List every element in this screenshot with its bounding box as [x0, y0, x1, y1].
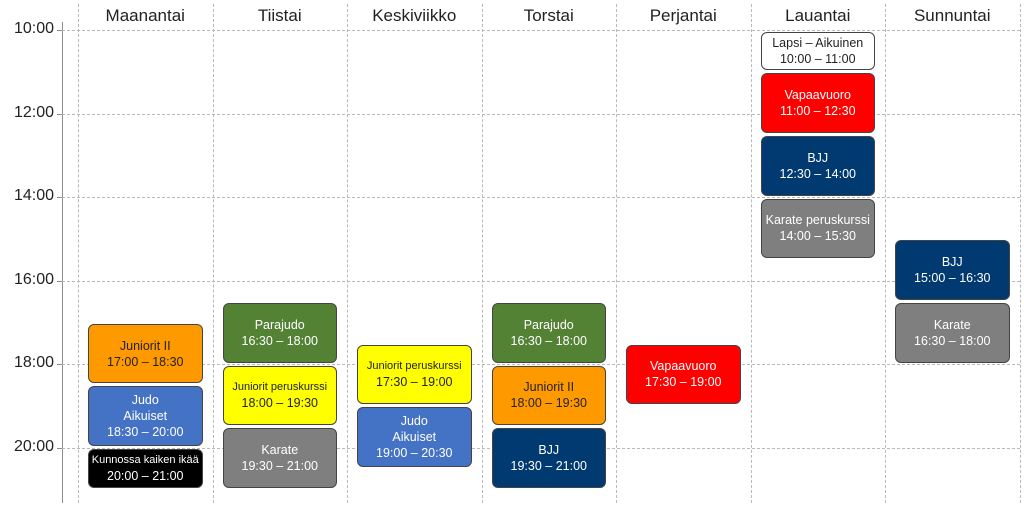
day-header: Tiistai — [257, 6, 302, 25]
event-block[interactable]: Lapsi – Aikuinen 10:00 – 11:00 — [760, 31, 875, 71]
event-block[interactable]: BJJ 12:30 – 14:00 — [760, 135, 875, 196]
event-title: Juniorit peruskurssi — [366, 360, 462, 373]
gridline — [62, 113, 1020, 115]
event-time: 19:30 – 21:00 — [241, 458, 318, 473]
event-title: Karate — [933, 317, 971, 332]
event-block[interactable]: Judo Aikuiset 19:00 – 20:30 — [357, 407, 472, 467]
day-header: Maanantai — [105, 6, 185, 25]
event-time: 11:00 – 12:30 — [779, 104, 856, 119]
event-title: BJJ — [538, 442, 560, 457]
time-label: 10:00 — [13, 20, 54, 37]
event-time: 14:00 – 15:30 — [779, 229, 856, 244]
time-label: 16:00 — [13, 270, 54, 288]
day-header: Lauantai — [785, 6, 851, 25]
event-time: 19:30 – 21:00 — [510, 458, 587, 473]
event-block[interactable]: Juniorit II 18:00 – 19:30 — [491, 365, 606, 426]
event-title: Parajudo — [523, 317, 574, 332]
event-block[interactable]: Judo Aikuiset 18:30 – 20:00 — [88, 386, 203, 446]
event-title: Juniorit II — [523, 380, 575, 395]
event-time: 20:00 – 21:00 — [107, 469, 184, 484]
event-time: 16:30 – 18:00 — [510, 333, 587, 348]
event-title: Karate — [261, 442, 299, 457]
event-block[interactable]: Juniorit II 17:00 – 18:30 — [88, 323, 203, 384]
event-title: Parajudo — [254, 317, 305, 332]
event-block[interactable]: Kunnossa kaiken ikää 20:00 – 21:00 — [88, 449, 203, 488]
day-header: Torstai — [523, 6, 574, 25]
event-title: Kunnossa kaiken ikää — [91, 454, 199, 467]
event-block[interactable]: Karate 16:30 – 18:00 — [895, 302, 1010, 363]
event-time: 17:00 – 18:30 — [107, 354, 184, 369]
time-label: 14:00 — [13, 187, 54, 204]
column-separator — [1019, 4, 1021, 503]
event-title: Lapsi – Aikuinen — [772, 35, 864, 50]
event-title: Vapaavuoro — [784, 88, 852, 103]
event-time: 19:00 – 20:30 — [376, 446, 453, 461]
event-block[interactable]: BJJ 15:00 – 16:30 — [895, 240, 1010, 300]
event-time: 17:30 – 19:00 — [645, 375, 722, 390]
axis-tick — [57, 30, 62, 31]
event-time: 18:30 – 20:00 — [107, 425, 184, 440]
time-axis — [62, 22, 63, 503]
event-time: 16:30 – 18:00 — [241, 333, 318, 348]
axis-tick — [57, 113, 62, 115]
time-label: 20:00 — [13, 437, 54, 455]
event-time: 15:00 – 16:30 — [914, 271, 991, 286]
event-time: 17:30 – 19:00 — [376, 375, 453, 390]
column-separator — [212, 4, 214, 503]
event-block[interactable]: Karate 19:30 – 21:00 — [222, 428, 337, 488]
axis-tick — [57, 364, 62, 365]
event-title: BJJ — [807, 150, 829, 165]
gridline — [62, 30, 1020, 31]
event-block[interactable]: Parajudo 16:30 – 18:00 — [222, 302, 337, 363]
axis-tick — [57, 197, 62, 198]
event-block[interactable]: Vapaavuoro 17:30 – 19:00 — [626, 344, 741, 405]
column-separator — [885, 4, 886, 503]
event-block[interactable]: Karate peruskurssi 14:00 – 15:30 — [760, 198, 875, 259]
event-title: Vapaavuoro — [650, 359, 717, 374]
event-time: 18:00 – 19:30 — [241, 396, 318, 411]
column-separator — [78, 4, 79, 503]
gridline — [62, 197, 1020, 198]
event-block[interactable]: BJJ 19:30 – 21:00 — [491, 428, 606, 488]
gridline — [62, 364, 1020, 365]
event-time: 10:00 – 11:00 — [779, 51, 856, 66]
column-separator — [347, 4, 348, 503]
event-block[interactable]: Juniorit peruskurssi 18:00 – 19:30 — [222, 365, 337, 426]
gridline — [62, 280, 1020, 282]
event-title: Karate peruskurssi — [765, 213, 870, 228]
day-header: Perjantai — [649, 6, 717, 25]
axis-tick — [57, 280, 62, 282]
event-title: BJJ — [941, 255, 963, 270]
event-block[interactable]: Vapaavuoro 11:00 – 12:30 — [760, 73, 875, 133]
axis-tick — [57, 447, 62, 449]
time-label: 12:00 — [13, 103, 54, 121]
event-block[interactable]: Parajudo 16:30 – 18:00 — [491, 302, 606, 363]
day-header: Keskiviikko — [372, 6, 457, 25]
column-separator — [616, 4, 617, 503]
event-time: 16:30 – 18:00 — [914, 333, 991, 348]
event-time: 12:30 – 14:00 — [779, 166, 856, 181]
time-label: 18:00 — [13, 354, 54, 371]
event-block[interactable]: Juniorit peruskurssi 17:30 – 19:00 — [357, 344, 472, 405]
column-separator — [750, 4, 752, 503]
day-header: Sunnuntai — [913, 6, 991, 25]
event-title: Aikuiset — [123, 409, 168, 424]
event-time: 18:00 – 19:30 — [510, 396, 587, 411]
event-title: Juniorit II — [119, 338, 171, 353]
event-title: Juniorit peruskurssi — [232, 381, 328, 394]
event-title: Judo — [400, 414, 428, 429]
column-separator — [481, 4, 483, 503]
event-title: Aikuiset — [392, 430, 437, 445]
event-title: Judo — [131, 393, 159, 408]
